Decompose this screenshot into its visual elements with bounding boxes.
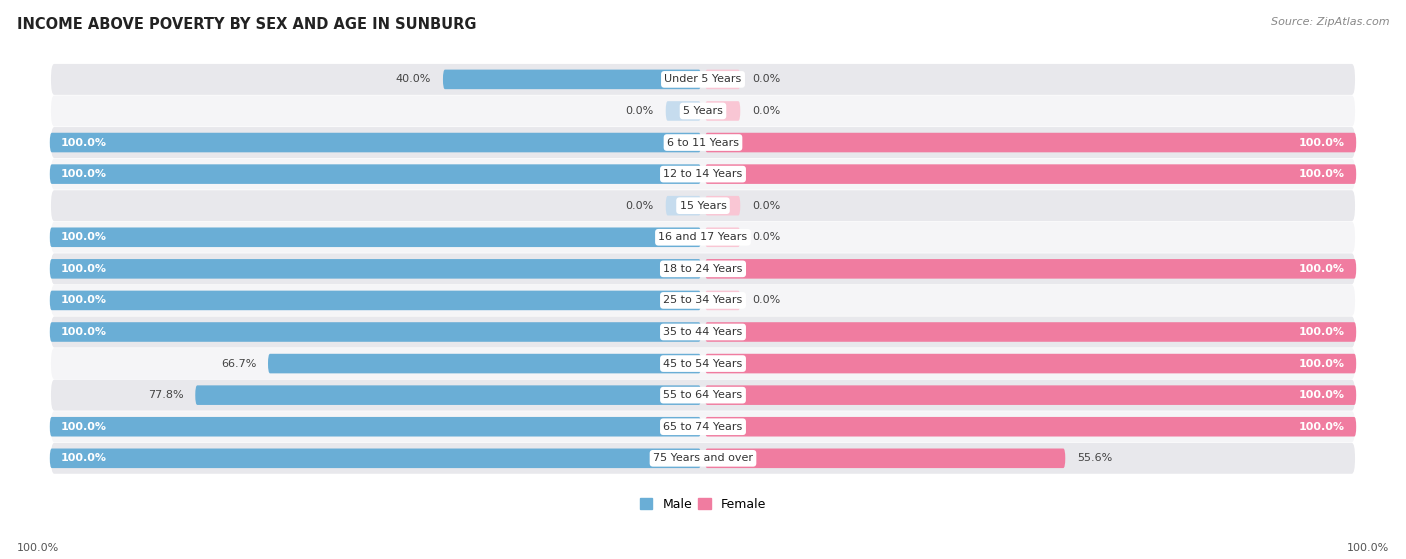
FancyBboxPatch shape [51, 64, 1355, 95]
Text: 100.0%: 100.0% [1299, 358, 1346, 368]
Legend: Male, Female: Male, Female [636, 493, 770, 516]
Text: 100.0%: 100.0% [17, 543, 59, 553]
Text: 100.0%: 100.0% [60, 169, 107, 179]
FancyBboxPatch shape [704, 291, 741, 310]
FancyBboxPatch shape [49, 291, 702, 310]
FancyBboxPatch shape [704, 228, 741, 247]
Text: Source: ZipAtlas.com: Source: ZipAtlas.com [1271, 17, 1389, 27]
Text: 6 to 11 Years: 6 to 11 Years [666, 138, 740, 148]
Text: 100.0%: 100.0% [60, 233, 107, 242]
FancyBboxPatch shape [49, 132, 702, 153]
FancyBboxPatch shape [704, 164, 1357, 184]
FancyBboxPatch shape [49, 417, 702, 437]
Text: 100.0%: 100.0% [60, 327, 107, 337]
FancyBboxPatch shape [195, 385, 702, 405]
Text: 100.0%: 100.0% [60, 421, 107, 432]
FancyBboxPatch shape [665, 196, 702, 215]
Text: 40.0%: 40.0% [395, 74, 432, 84]
FancyBboxPatch shape [704, 448, 1066, 468]
Text: 0.0%: 0.0% [626, 106, 654, 116]
Text: 25 to 34 Years: 25 to 34 Years [664, 295, 742, 305]
Text: 0.0%: 0.0% [752, 233, 780, 242]
Text: 100.0%: 100.0% [60, 453, 107, 463]
Text: 100.0%: 100.0% [60, 295, 107, 305]
Text: 65 to 74 Years: 65 to 74 Years [664, 421, 742, 432]
Text: 100.0%: 100.0% [1299, 327, 1346, 337]
Text: 35 to 44 Years: 35 to 44 Years [664, 327, 742, 337]
FancyBboxPatch shape [704, 259, 1357, 278]
Text: 0.0%: 0.0% [752, 295, 780, 305]
Text: 0.0%: 0.0% [752, 106, 780, 116]
Text: 100.0%: 100.0% [1299, 138, 1346, 148]
Text: 100.0%: 100.0% [1299, 390, 1346, 400]
FancyBboxPatch shape [704, 70, 741, 89]
Text: 55 to 64 Years: 55 to 64 Years [664, 390, 742, 400]
FancyBboxPatch shape [51, 285, 1355, 316]
Text: 55.6%: 55.6% [1077, 453, 1112, 463]
FancyBboxPatch shape [51, 443, 1355, 474]
FancyBboxPatch shape [269, 354, 702, 373]
Text: 18 to 24 Years: 18 to 24 Years [664, 264, 742, 274]
FancyBboxPatch shape [49, 322, 702, 342]
FancyBboxPatch shape [704, 132, 1357, 153]
Text: 100.0%: 100.0% [60, 264, 107, 274]
Text: 5 Years: 5 Years [683, 106, 723, 116]
Text: 75 Years and over: 75 Years and over [652, 453, 754, 463]
Text: 16 and 17 Years: 16 and 17 Years [658, 233, 748, 242]
Text: 45 to 54 Years: 45 to 54 Years [664, 358, 742, 368]
FancyBboxPatch shape [49, 448, 702, 468]
FancyBboxPatch shape [51, 190, 1355, 221]
FancyBboxPatch shape [51, 411, 1355, 442]
Text: 100.0%: 100.0% [1347, 543, 1389, 553]
Text: INCOME ABOVE POVERTY BY SEX AND AGE IN SUNBURG: INCOME ABOVE POVERTY BY SEX AND AGE IN S… [17, 17, 477, 32]
Text: 77.8%: 77.8% [148, 390, 183, 400]
FancyBboxPatch shape [51, 253, 1355, 285]
FancyBboxPatch shape [665, 101, 702, 121]
Text: 0.0%: 0.0% [752, 201, 780, 211]
FancyBboxPatch shape [49, 259, 702, 278]
Text: 100.0%: 100.0% [1299, 421, 1346, 432]
FancyBboxPatch shape [49, 164, 702, 184]
Text: 0.0%: 0.0% [626, 201, 654, 211]
FancyBboxPatch shape [443, 70, 702, 89]
FancyBboxPatch shape [704, 196, 741, 215]
FancyBboxPatch shape [704, 385, 1357, 405]
FancyBboxPatch shape [51, 380, 1355, 411]
Text: 100.0%: 100.0% [60, 138, 107, 148]
FancyBboxPatch shape [51, 159, 1355, 190]
Text: 100.0%: 100.0% [1299, 169, 1346, 179]
Text: 0.0%: 0.0% [752, 74, 780, 84]
Text: 15 Years: 15 Years [679, 201, 727, 211]
FancyBboxPatch shape [49, 228, 702, 247]
Text: 100.0%: 100.0% [1299, 264, 1346, 274]
FancyBboxPatch shape [51, 127, 1355, 158]
Text: Under 5 Years: Under 5 Years [665, 74, 741, 84]
FancyBboxPatch shape [704, 322, 1357, 342]
FancyBboxPatch shape [51, 222, 1355, 253]
FancyBboxPatch shape [704, 354, 1357, 373]
FancyBboxPatch shape [51, 96, 1355, 126]
FancyBboxPatch shape [704, 417, 1357, 437]
FancyBboxPatch shape [51, 348, 1355, 379]
Text: 12 to 14 Years: 12 to 14 Years [664, 169, 742, 179]
FancyBboxPatch shape [51, 316, 1355, 348]
Text: 66.7%: 66.7% [221, 358, 256, 368]
FancyBboxPatch shape [704, 101, 741, 121]
